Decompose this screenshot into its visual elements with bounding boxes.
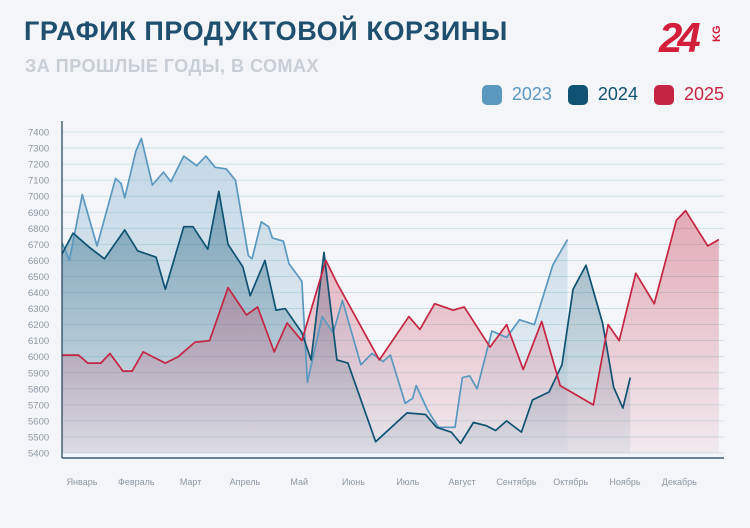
y-tick-6500: 6500 — [28, 272, 49, 283]
legend-swatch-2024 — [567, 84, 588, 105]
y-tick-6400: 6400 — [28, 288, 49, 299]
y-tick-6600: 6600 — [28, 256, 49, 267]
y-tick-7100: 7100 — [28, 176, 49, 187]
line-2025 — [62, 209, 720, 406]
x-tick-2: Февраль — [118, 477, 155, 487]
x-tick-labels: Январь Февраль Март Апрель Май Июнь Июль Август… — [67, 477, 698, 487]
legend-label-2025: 2025 — [683, 84, 724, 104]
y-tick-7300: 7300 — [28, 144, 49, 155]
legend-label-2023: 2023 — [511, 84, 552, 104]
legend-item-2024: 2024 — [567, 84, 638, 105]
legend-item-2025: 2025 — [653, 84, 724, 105]
chart-title: ГРАФИК ПРОДУКТОВОЙ КОРЗИНЫ — [24, 16, 508, 46]
x-tick-7: Июль — [396, 477, 419, 487]
y-tick-6900: 6900 — [28, 208, 49, 219]
y-tick-6200: 6200 — [28, 320, 49, 331]
line-2024 — [61, 190, 632, 445]
x-tick-12: Декабрь — [662, 477, 697, 487]
y-tick-5500: 5500 — [28, 432, 49, 443]
y-tick-5700: 5700 — [28, 400, 49, 411]
y-tick-6100: 6100 — [28, 336, 49, 347]
chart-legend: 2023 2024 2025 — [466, 84, 724, 105]
y-tick-6700: 6700 — [28, 240, 49, 251]
y-tick-5600: 5600 — [28, 416, 49, 427]
y-tick-6300: 6300 — [28, 304, 49, 315]
area-2025 — [62, 210, 719, 453]
legend-swatch-2023 — [481, 84, 502, 105]
x-tick-8: Август — [449, 477, 476, 487]
y-tick-labels: 7400 7300 7200 7100 7000 6900 6800 6700 6600 6500… — [28, 128, 49, 460]
y-tick-7000: 7000 — [28, 192, 49, 203]
x-tick-3: Март — [180, 477, 202, 487]
y-tick-5900: 5900 — [28, 368, 49, 379]
x-tick-5: Май — [290, 477, 308, 487]
x-tick-10: Октябрь — [553, 477, 588, 487]
legend-label-2024: 2024 — [597, 84, 638, 104]
legend-item-2023: 2023 — [481, 84, 552, 105]
y-tick-5400: 5400 — [28, 449, 49, 460]
x-tick-9: Сентябрь — [496, 477, 537, 487]
y-tick-7200: 7200 — [28, 160, 49, 171]
brand-logo[interactable]: 24 KG — [655, 14, 725, 64]
line-2023 — [61, 137, 569, 429]
chart-subtitle: ЗА ПРОШЛЫЕ ГОДЫ, В СОМАХ — [25, 56, 320, 76]
y-tick-6000: 6000 — [28, 352, 49, 363]
x-tick-11: Ноябрь — [609, 477, 641, 487]
legend-swatch-2025 — [653, 84, 674, 105]
series-group — [61, 137, 720, 454]
y-tick-7400: 7400 — [28, 128, 49, 139]
y-tick-6800: 6800 — [28, 224, 49, 235]
y-tick-5800: 5800 — [28, 384, 49, 395]
x-tick-4: Апрель — [230, 477, 261, 487]
logo-number: 24 — [659, 14, 701, 61]
x-tick-1: Январь — [67, 477, 98, 487]
x-tick-6: Июнь — [342, 477, 365, 487]
